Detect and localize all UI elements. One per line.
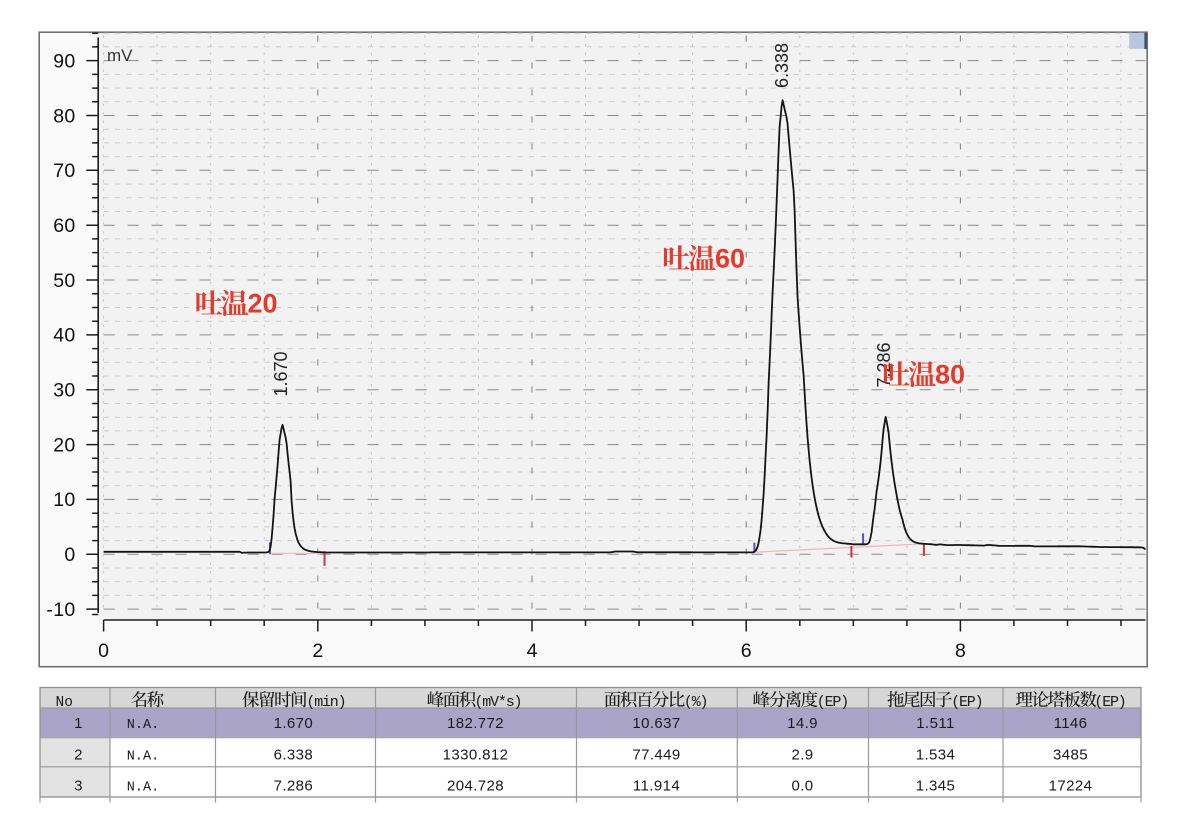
svg-text:1.511: 1.511 <box>916 715 954 732</box>
svg-text:6: 6 <box>741 640 752 662</box>
svg-text:(mV*s): (mV*s) <box>475 694 522 711</box>
svg-text:77.449: 77.449 <box>632 747 680 764</box>
svg-text:182.772: 182.772 <box>447 715 504 732</box>
svg-text:1146: 1146 <box>1054 715 1088 732</box>
svg-text:8: 8 <box>955 640 966 662</box>
svg-text:0.0: 0.0 <box>791 777 813 794</box>
svg-text:7.286: 7.286 <box>274 777 314 794</box>
svg-text:40: 40 <box>53 325 75 347</box>
svg-text:60: 60 <box>53 215 75 237</box>
svg-text:3485: 3485 <box>1053 747 1088 764</box>
svg-text:N.A.: N.A. <box>127 718 159 733</box>
svg-text:(min): (min) <box>306 694 345 711</box>
svg-text:10.637: 10.637 <box>632 715 680 732</box>
svg-text:1.670: 1.670 <box>271 351 291 396</box>
svg-text:11.914: 11.914 <box>633 777 680 794</box>
svg-text:4: 4 <box>527 640 538 662</box>
svg-text:204.728: 204.728 <box>447 777 504 794</box>
svg-text:6.338: 6.338 <box>772 43 792 88</box>
svg-text:(EP): (EP) <box>817 694 848 711</box>
svg-text:14.9: 14.9 <box>787 715 818 732</box>
svg-text:0: 0 <box>98 640 109 662</box>
svg-text:1.670: 1.670 <box>274 715 314 732</box>
svg-text:80: 80 <box>53 105 75 127</box>
svg-text:(EP): (EP) <box>951 694 982 711</box>
svg-text:80: 80 <box>935 360 965 390</box>
svg-text:90: 90 <box>53 50 75 72</box>
svg-text:-10: -10 <box>46 599 75 621</box>
svg-text:2: 2 <box>312 640 323 662</box>
svg-text:(%): (%) <box>684 694 707 711</box>
svg-text:0: 0 <box>64 544 75 566</box>
svg-text:1330.812: 1330.812 <box>443 747 509 764</box>
svg-text:20: 20 <box>53 434 75 456</box>
svg-text:70: 70 <box>53 160 75 182</box>
svg-text:2.9: 2.9 <box>791 747 813 764</box>
svg-text:No: No <box>56 695 73 711</box>
svg-text:17224: 17224 <box>1049 777 1093 794</box>
svg-text:3: 3 <box>74 777 83 794</box>
svg-text:50: 50 <box>53 270 75 292</box>
svg-text:(EP): (EP) <box>1094 694 1125 711</box>
svg-text:2: 2 <box>74 747 83 764</box>
svg-text:6.338: 6.338 <box>274 747 314 764</box>
svg-text:1.534: 1.534 <box>916 747 956 764</box>
svg-text:30: 30 <box>53 380 75 402</box>
svg-text:10: 10 <box>53 489 75 511</box>
svg-text:60: 60 <box>715 244 745 274</box>
svg-text:1.345: 1.345 <box>916 777 956 794</box>
svg-text:N.A.: N.A. <box>127 750 159 765</box>
svg-text:1: 1 <box>74 715 83 732</box>
svg-text:N.A.: N.A. <box>127 780 159 795</box>
svg-text:20: 20 <box>248 289 278 319</box>
svg-text:mV: mV <box>107 46 133 65</box>
